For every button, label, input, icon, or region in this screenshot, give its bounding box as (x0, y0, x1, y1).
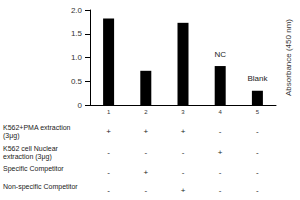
svg-text:K562 cell Nuclear: K562 cell Nuclear (3, 145, 60, 152)
svg-text:+: + (181, 186, 186, 195)
svg-text:-: - (144, 148, 147, 157)
svg-text:Blank: Blank (247, 74, 268, 83)
svg-text:+: + (181, 127, 186, 136)
svg-text:4: 4 (219, 109, 223, 115)
svg-text:-: - (256, 186, 259, 195)
svg-text:-: - (107, 148, 110, 157)
svg-text:-: - (107, 186, 110, 195)
svg-text:-: - (144, 186, 147, 195)
svg-text:2.0: 2.0 (71, 6, 83, 15)
svg-text:1: 1 (107, 109, 111, 115)
svg-text:0.5: 0.5 (71, 77, 83, 86)
svg-text:(3μg): (3μg) (3, 132, 19, 140)
svg-text:-: - (256, 168, 259, 177)
svg-text:-: - (256, 148, 259, 157)
svg-text:2: 2 (144, 109, 148, 115)
svg-text:3: 3 (181, 109, 185, 115)
svg-text:1.5: 1.5 (71, 29, 83, 38)
svg-text:-: - (219, 127, 222, 136)
svg-text:Absorbance (450 nm): Absorbance (450 nm) (284, 19, 293, 96)
svg-text:+: + (106, 127, 111, 136)
svg-text:-: - (107, 168, 110, 177)
svg-text:-: - (219, 168, 222, 177)
svg-text:K562+PMA extraction: K562+PMA extraction (3, 124, 72, 131)
svg-text:Non-specific Competitor: Non-specific Competitor (3, 183, 78, 191)
svg-text:-: - (219, 186, 222, 195)
svg-text:+: + (218, 148, 223, 157)
svg-text:-: - (256, 127, 259, 136)
svg-text:+: + (143, 168, 148, 177)
svg-text:+: + (143, 127, 148, 136)
svg-text:-: - (182, 148, 185, 157)
svg-text:5: 5 (256, 109, 260, 115)
svg-text:NC: NC (214, 50, 226, 59)
svg-text:-: - (182, 168, 185, 177)
svg-text:Specific Competitor: Specific Competitor (3, 165, 64, 173)
svg-text:0: 0 (78, 101, 83, 110)
svg-text:1.0: 1.0 (71, 53, 83, 62)
svg-text:extraction (3μg): extraction (3μg) (3, 153, 52, 161)
